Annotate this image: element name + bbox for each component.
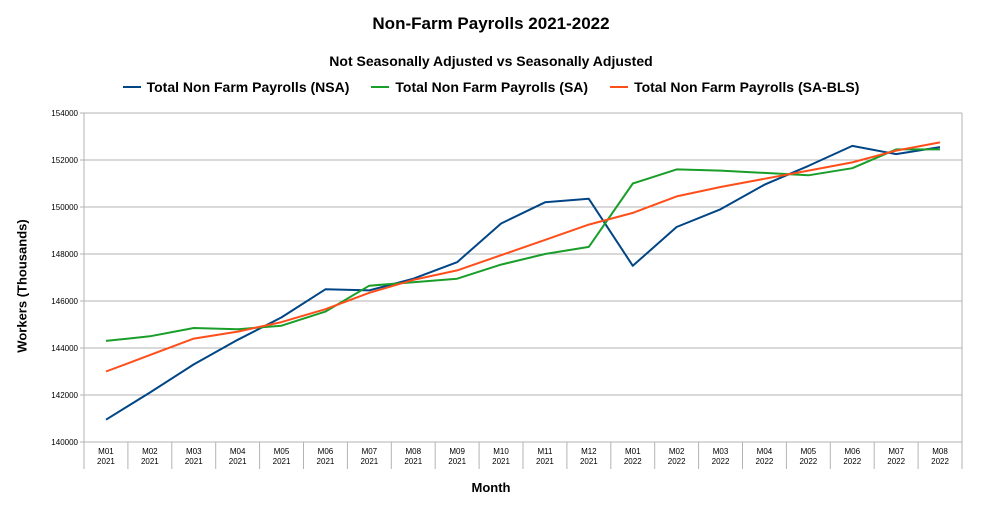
x-tick-label-year: 2021 [404,457,422,466]
y-tick-label: 150000 [51,203,78,212]
x-tick-label-month: M01 [98,447,114,456]
x-tick-label-year: 2022 [712,457,730,466]
x-tick-label-month: M02 [142,447,158,456]
legend-item-nsa: Total Non Farm Payrolls (NSA) [122,79,350,95]
x-tick-label-month: M11 [537,447,553,456]
legend-item-sa-bls: Total Non Farm Payrolls (SA-BLS) [610,79,859,95]
x-tick-label-month: M02 [669,447,685,456]
x-tick-label-month: M06 [318,447,334,456]
y-tick-label: 146000 [51,297,78,306]
x-tick-label-year: 2022 [668,457,686,466]
series-line-2 [105,148,940,342]
y-tick-label: 144000 [51,344,78,353]
x-tick-label-month: M09 [449,447,465,456]
x-tick-label-year: 2021 [580,457,598,466]
x-tick-label-year: 2022 [887,457,905,466]
x-tick-label-month: M08 [932,447,948,456]
y-tick-label: 152000 [51,156,78,165]
x-tick-label-month: M07 [888,447,904,456]
x-tick-label-year: 2022 [843,457,861,466]
x-tick-label-month: M08 [405,447,421,456]
x-tick-label-year: 2021 [185,457,203,466]
x-tick-label-month: M01 [625,447,641,456]
x-tick-label-year: 2022 [624,457,642,466]
x-tick-label-month: M05 [801,447,817,456]
y-tick-label: 154000 [51,109,78,118]
y-tick-label: 142000 [51,391,78,400]
x-tick-label-year: 2021 [448,457,466,466]
x-tick-label-month: M04 [230,447,246,456]
x-tick-label-year: 2021 [492,457,510,466]
legend-label-sa: Total Non Farm Payrolls (SA) [395,79,589,95]
y-tick-label: 140000 [51,438,78,447]
legend-swatch-sa-bls [610,86,629,88]
series-line-3 [105,141,941,373]
x-tick-label-year: 2021 [229,457,247,466]
chart-title: Non-Farm Payrolls 2021-2022 [372,14,610,33]
legend-item-sa: Total Non Farm Payrolls (SA) [371,79,588,95]
x-tick-label-year: 2021 [141,457,159,466]
x-tick-label-month: M07 [362,447,378,456]
x-axis-label: Month [471,480,511,495]
series-line-1 [105,144,941,421]
legend-label-nsa: Total Non Farm Payrolls (NSA) [146,79,350,95]
y-tick-label: 148000 [51,250,78,259]
legend-label-sa-bls: Total Non Farm Payrolls (SA-BLS) [634,79,860,95]
x-tick-label-year: 2021 [360,457,378,466]
x-tick-label-year: 2021 [97,457,115,466]
x-tick-label-year: 2022 [931,457,949,466]
x-tick-label-month: M10 [493,447,509,456]
x-tick-label-month: M04 [757,447,773,456]
x-tick-label-year: 2022 [756,457,774,466]
legend-swatch-sa [371,86,390,88]
x-tick-label-year: 2021 [317,457,335,466]
legend: Total Non Farm Payrolls (NSA) Total Non … [0,79,982,95]
x-tick-label-month: M03 [186,447,202,456]
x-tick-label-month: M12 [581,447,597,456]
x-tick-label-month: M06 [844,447,860,456]
x-tick-label-year: 2022 [799,457,817,466]
x-tick-label-month: M03 [713,447,729,456]
x-tick-label-year: 2021 [273,457,291,466]
x-tick-label-month: M05 [274,447,290,456]
legend-swatch-nsa [122,86,141,88]
chart-subtitle: Not Seasonally Adjusted vs Seasonally Ad… [329,53,653,69]
x-tick-label-year: 2021 [536,457,554,466]
